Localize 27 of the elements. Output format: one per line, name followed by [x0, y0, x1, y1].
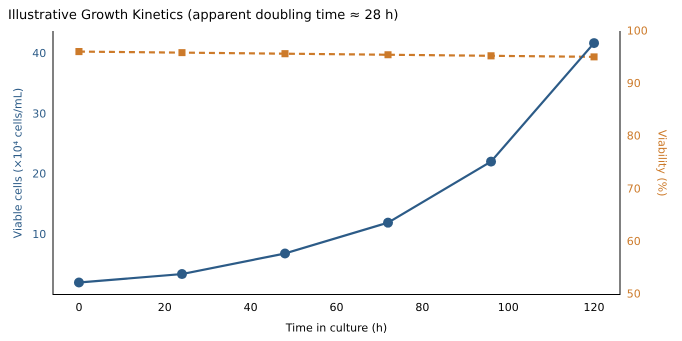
y2-tick-label: 60 — [626, 234, 641, 248]
y-axis-title: Viable cells (×10⁴ cells/mL) — [11, 88, 24, 238]
y-tick-label: 20 — [32, 168, 46, 181]
point — [176, 269, 187, 280]
x-tick-label: 80 — [415, 301, 430, 314]
y-tick-label: 40 — [32, 46, 46, 60]
point — [383, 218, 394, 228]
point — [589, 38, 600, 48]
chart-title: Illustrative Growth Kinetics (apparent doubling time ≈ 28 h) — [8, 8, 398, 24]
point — [486, 156, 496, 167]
x-tick-label: 100 — [498, 301, 519, 314]
x-tick-label: 60 — [330, 301, 344, 314]
y2-tick-label: 100 — [626, 24, 648, 38]
x-tick-label: 120 — [584, 301, 605, 314]
point — [74, 278, 84, 288]
x-tick-label: 20 — [158, 301, 172, 314]
y2-tick-label: 90 — [626, 77, 641, 90]
y-tick-label: 10 — [32, 228, 46, 242]
y2-tick-label: 50 — [626, 287, 641, 300]
y-tick-label: 30 — [32, 107, 46, 120]
y2-tick-label: 70 — [626, 182, 641, 196]
y2-tick-label: 80 — [626, 130, 641, 143]
x-tick-label: 40 — [244, 301, 258, 314]
x-tick-label: 0 — [75, 301, 82, 314]
x-axis-title: Time in culture (h) — [284, 321, 388, 334]
point — [280, 248, 290, 258]
y2-axis-title: Viability (%) — [656, 130, 669, 196]
